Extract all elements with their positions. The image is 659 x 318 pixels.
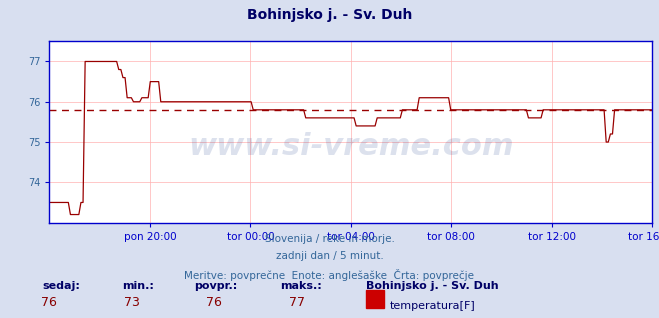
Text: Bohinjsko j. - Sv. Duh: Bohinjsko j. - Sv. Duh <box>247 8 412 22</box>
Text: maks.:: maks.: <box>280 281 322 291</box>
Text: povpr.:: povpr.: <box>194 281 238 291</box>
Text: 73: 73 <box>124 296 140 309</box>
Text: zadnji dan / 5 minut.: zadnji dan / 5 minut. <box>275 251 384 261</box>
Text: 77: 77 <box>289 296 304 309</box>
Text: Meritve: povprečne  Enote: anglešaške  Črta: povprečje: Meritve: povprečne Enote: anglešaške Črt… <box>185 269 474 281</box>
Text: www.si-vreme.com: www.si-vreme.com <box>188 132 514 161</box>
Text: 76: 76 <box>42 296 57 309</box>
Text: 76: 76 <box>206 296 222 309</box>
Text: temperatura[F]: temperatura[F] <box>390 301 476 311</box>
Text: Bohinjsko j. - Sv. Duh: Bohinjsko j. - Sv. Duh <box>366 281 498 291</box>
Text: Slovenija / reke in morje.: Slovenija / reke in morje. <box>264 234 395 244</box>
Text: min.:: min.: <box>122 281 154 291</box>
Text: sedaj:: sedaj: <box>43 281 80 291</box>
